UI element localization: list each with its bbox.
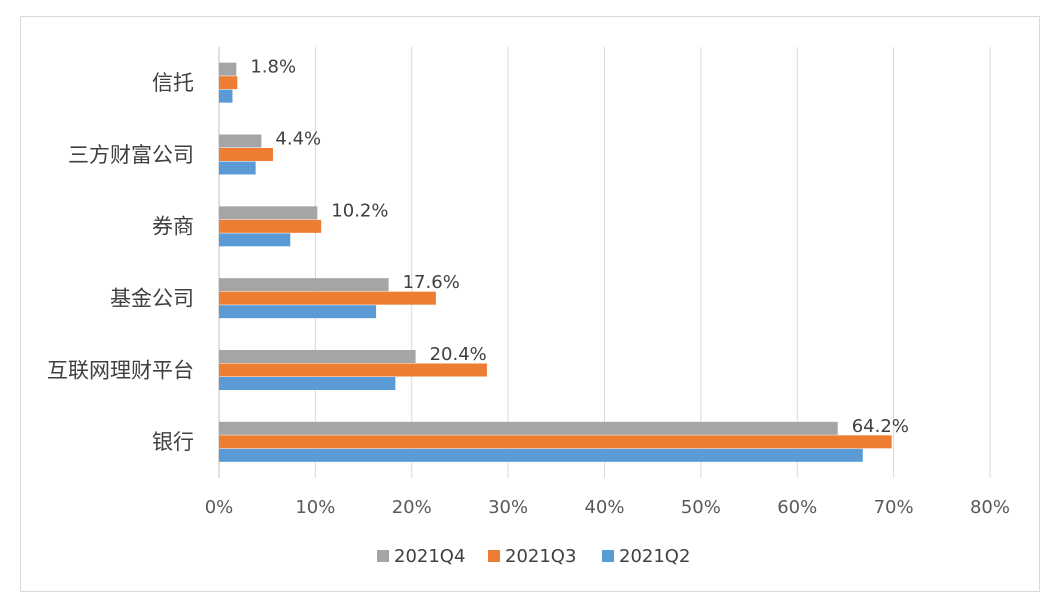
category-label: 三方财富公司 xyxy=(68,143,194,167)
data-label: 4.4% xyxy=(275,129,321,150)
x-tick-label: 40% xyxy=(584,497,624,518)
bar-2021q4 xyxy=(219,278,389,292)
x-tick-label: 60% xyxy=(777,497,817,518)
bar-2021q2 xyxy=(219,233,291,247)
x-tick-label: 80% xyxy=(970,497,1010,518)
bar-2021q4 xyxy=(219,350,416,363)
x-tick-label: 10% xyxy=(295,497,335,518)
x-tick-label: 20% xyxy=(392,497,432,518)
x-tick-label: 50% xyxy=(681,497,721,518)
category-label: 券商 xyxy=(152,215,194,239)
bar-2021q4 xyxy=(219,421,838,435)
bar-2021q4 xyxy=(219,206,318,220)
x-tick-label: 0% xyxy=(205,497,234,518)
legend-swatch-2021q4 xyxy=(377,550,389,562)
bar-2021q2 xyxy=(219,161,256,175)
bar-2021q3 xyxy=(219,291,436,305)
legend-swatch-2021q2 xyxy=(602,550,614,562)
category-label: 基金公司 xyxy=(110,286,194,310)
bar-2021q3 xyxy=(219,363,487,377)
bar-2021q4 xyxy=(219,62,237,76)
category-label: 信托 xyxy=(152,71,194,95)
legend-swatch-2021q3 xyxy=(488,550,500,562)
bar-2021q2 xyxy=(219,305,377,319)
data-label: 1.8% xyxy=(250,57,296,78)
bar-2021q2 xyxy=(219,89,233,103)
x-tick-label: 30% xyxy=(488,497,528,518)
x-tick-label: 70% xyxy=(874,497,914,518)
chart-frame xyxy=(20,16,1040,592)
bar-2021q3 xyxy=(219,435,892,449)
data-label: 17.6% xyxy=(403,272,460,293)
bar-2021q2 xyxy=(219,377,396,390)
data-label: 20.4% xyxy=(430,344,487,365)
bar-2021q3 xyxy=(219,76,238,90)
data-label: 10.2% xyxy=(331,200,388,221)
bar-2021q2 xyxy=(219,448,863,462)
legend-label-2021q4: 2021Q4 xyxy=(394,546,465,567)
category-label: 互联网理财平台 xyxy=(47,358,194,382)
category-label: 银行 xyxy=(152,430,194,454)
bar-2021q4 xyxy=(219,134,262,148)
legend-label-2021q3: 2021Q3 xyxy=(505,546,576,567)
data-label: 64.2% xyxy=(852,416,909,437)
legend-label-2021q2: 2021Q2 xyxy=(619,546,690,567)
bar-2021q3 xyxy=(219,148,273,161)
bar-2021q3 xyxy=(219,219,322,233)
